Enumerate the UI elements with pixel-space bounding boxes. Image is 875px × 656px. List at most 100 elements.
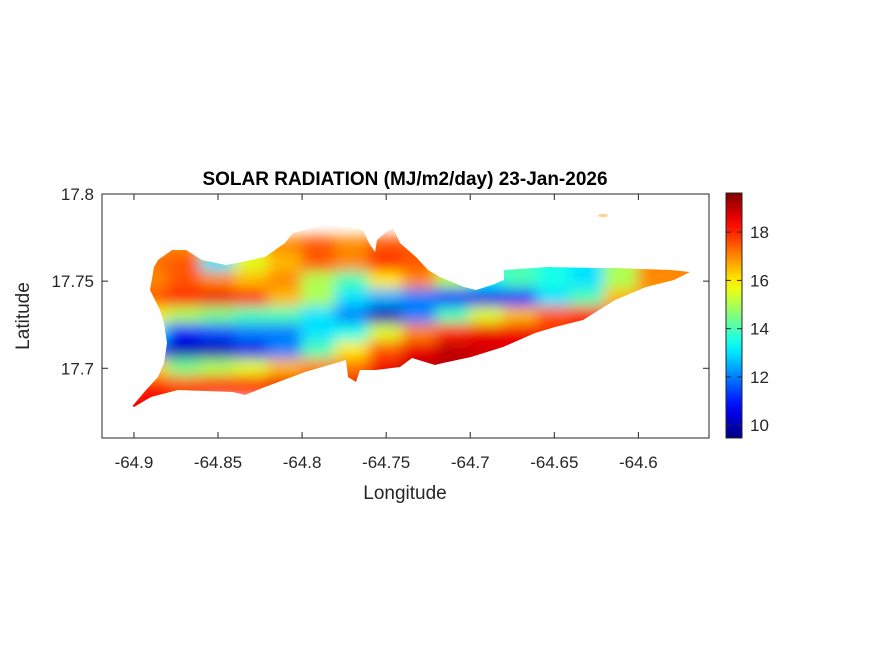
heatmap-cell [435,306,472,326]
heatmap-cell [671,288,690,309]
heatmap-cell [637,306,674,326]
heatmap-cell [401,254,438,274]
heatmap-cell [132,394,202,407]
heatmap-cell [166,376,203,396]
heatmap-cell [200,271,236,291]
heatmap-cell [233,271,270,291]
heatmap-cell [368,271,404,291]
heatmap-cell [536,323,573,344]
heatmap-cell [502,306,539,326]
heatmap-cell [334,341,371,361]
heatmap-cell [233,254,270,274]
heatmap-cell [301,236,337,256]
heatmap-cell [301,306,337,326]
heatmap-cell [301,358,337,378]
heatmap-cell [435,341,472,361]
heatmap-cell [267,236,304,256]
colorbar [726,193,742,438]
y-axis-label: Latitude [13,282,34,350]
chart-title: SOLAR RADIATION (MJ/m2/day) 23-Jan-2026 [202,169,607,190]
heatmap-cell [368,341,404,361]
heatmap-cell [536,271,573,291]
heatmap-cell [368,306,404,326]
heatmap-cell [435,323,472,344]
heatmap-cell [603,288,640,309]
heatmap-cell [368,323,404,344]
heatmap-cell [368,236,404,256]
heatmap-cell [469,236,505,256]
heatmap-cell [536,358,573,378]
heatmap-cell [536,306,573,326]
heatmap-cell [469,376,505,396]
heatmap-cell [603,376,640,396]
heatmap-cell [334,358,371,378]
heatmap-cell [502,271,539,291]
heatmap-cell [301,376,337,396]
heatmap-cell [637,236,674,256]
heatmap-cell [132,288,169,309]
heatmap-cell [435,254,472,274]
colorbar-tick-label: 12 [750,368,769,387]
heatmap-cell [671,271,690,291]
heatmap-cell [368,376,404,396]
heatmap-cell [132,271,169,291]
heatmap-cell [671,341,690,361]
heatmap-cell [502,236,539,256]
y-tick-label: 17.7 [61,359,94,378]
colorbar-tick-label: 16 [750,271,769,290]
heatmap-cell [401,376,438,396]
colorbar-tick-label: 14 [750,320,769,339]
heatmap-cell [301,323,337,344]
colorbar-tick-label: 10 [750,416,769,435]
heatmap-cell [200,323,236,344]
heatmap-cell [233,306,270,326]
heatmap-cell [334,376,371,396]
heatmap-cell [200,358,236,378]
heatmap-cell [603,358,640,378]
heatmap-cell [166,306,203,326]
heatmap-cell [536,254,573,274]
heatmap-cell [603,341,640,361]
heatmap-cell [502,323,539,344]
heatmap-cell [301,254,337,274]
heatmap-cell [166,288,203,309]
heatmap-cell [166,236,203,256]
heatmap-cell [233,236,270,256]
heatmap-cell [368,288,404,309]
heatmap-cell [502,376,539,396]
heatmap-cell [536,376,573,396]
heatmap-cell [132,236,169,256]
x-axis-label: Longitude [363,483,446,504]
heatmap-cell [401,288,438,309]
heatmap-cell [233,323,270,344]
heatmap-cell [435,271,472,291]
heatmap-cell [469,306,505,326]
heatmap-cell [401,323,438,344]
heatmap-cell [301,288,337,309]
heatmap-cell [334,254,371,274]
heatmap-cell [637,288,674,309]
heatmap-cell [570,254,606,274]
heatmap-cell [469,358,505,378]
heatmap-cell [502,254,539,274]
heatmap-cell [368,254,404,274]
x-tick-label: -64.9 [115,453,154,472]
heatmap-cell [200,236,236,256]
x-tick-label: -64.8 [283,453,322,472]
heatmap-cell [334,323,371,344]
heatmap-cell [570,271,606,291]
heatmap-cell [570,376,606,396]
heatmap-cell [200,306,236,326]
x-tick-label: -64.85 [194,453,242,472]
heatmap-cell [637,376,674,396]
heatmap-cell [469,271,505,291]
heatmap-cell [637,254,674,274]
heatmap-cell [368,358,404,378]
heatmap-cell [132,376,169,396]
heatmap-cell [671,358,690,378]
heatmap-cell [267,254,304,274]
heatmap-cell [603,254,640,274]
heatmap-cell [200,376,236,396]
heatmap-cell [570,288,606,309]
heatmap-cell [603,271,640,291]
